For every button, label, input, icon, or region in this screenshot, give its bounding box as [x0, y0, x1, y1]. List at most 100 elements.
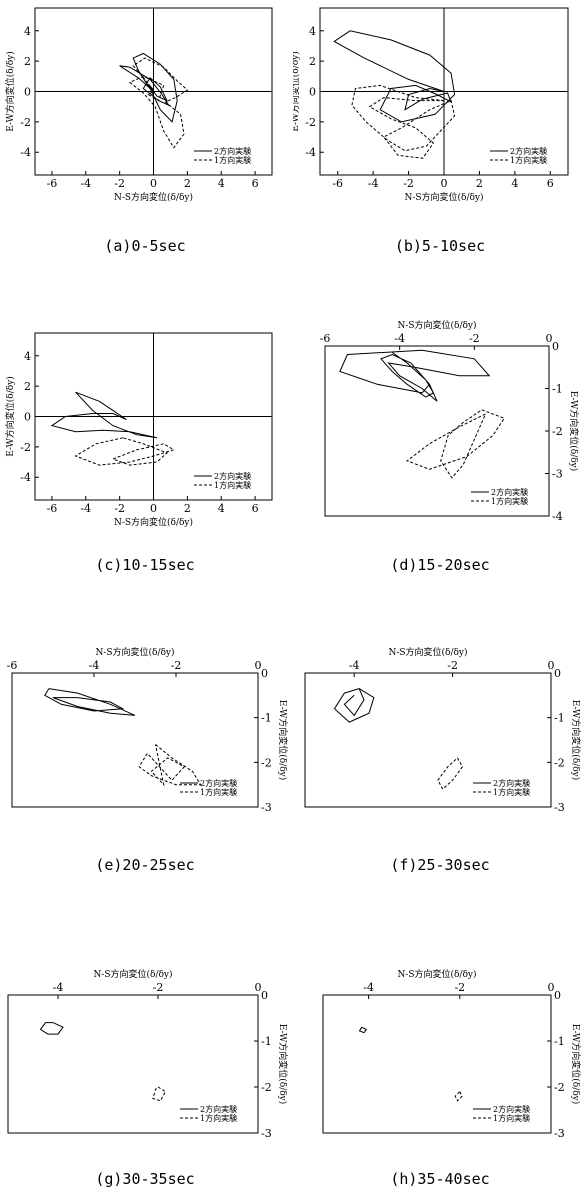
x-tick-label: -2	[447, 659, 458, 672]
series-solid-line	[333, 687, 375, 723]
y-tick-label: -4	[20, 471, 31, 484]
series-solid-line	[358, 1026, 368, 1034]
y-tick-label: -1	[261, 1035, 272, 1048]
chart-g-svg: -4 -2 00 -1 -2 -3 N-S方向変位(δ/δy) E-W方向変位(δ/δy) 2方…	[7, 968, 289, 1140]
series-solid-line	[44, 688, 136, 716]
y-tick-label: -2	[261, 1081, 272, 1094]
x-tick-label: -2	[454, 981, 465, 994]
caption-c: (c)10-15sec	[95, 556, 195, 574]
series-solid-line	[39, 1022, 64, 1035]
x-tick-label: 0	[150, 177, 157, 190]
chart-b-svg: -6 -4 -2 0 2 4 6 -4 -2 0 2 4 N-S方向変位(δ/δy) E-W方向変位(δ/…	[289, 7, 569, 203]
series-dashed-line	[351, 84, 456, 159]
y-tick-label: -3	[261, 801, 272, 814]
x-tick-label: -4	[349, 659, 360, 672]
y-tick-label: -3	[554, 1127, 565, 1140]
y-tick-label: -2	[554, 756, 565, 769]
x-tick-label: 6	[252, 502, 259, 515]
chart-a-svg: -6 -4 -2 0 2 4 6 -4 -2 0 2 4 N-S方向変位(δ/δy) E-W方向変位(δ/…	[4, 7, 273, 203]
series-dashed-line	[128, 57, 189, 149]
chart-panel-g: -4 -2 0 0 -1 -2 -3 N-S方向変位(δ/δy) E-W方向変位(δ/δy) 2方…	[0, 965, 293, 1165]
caption-d: (d)15-20sec	[390, 556, 490, 574]
series-dashed-line	[74, 437, 176, 466]
y-tick-label: 0	[24, 86, 31, 99]
chart-panel-c: -6 -4 -2 0 2 4 6 -4 -2 0 2 4 N-S方向変位(δ/δy) E-W方向変位(δ/…	[0, 325, 293, 540]
x-tick-label: -4	[89, 659, 100, 672]
chart-d-svg: -6 -4 -2 00-1-2-3-4N-S方向変位(δ/δy)E-W方向変位(δ/δ…	[320, 319, 580, 523]
plot-frame	[304, 672, 552, 808]
plot-frame	[7, 994, 259, 1134]
series-solid-line	[339, 349, 491, 402]
x-tick-label: -4	[80, 177, 91, 190]
y-axis-label: E-W方向変位(δ/δy)	[277, 1024, 289, 1105]
y-axis-label: E-W方向変位(δ/δy)	[568, 391, 580, 472]
caption-a: (a)0-5sec	[104, 237, 186, 255]
y-tick-label: 2	[24, 55, 31, 68]
legend-label: 2方向実験	[200, 778, 237, 788]
y-tick-label: 0	[309, 86, 316, 99]
x-tick-label: 4	[511, 177, 518, 190]
x-tick-label: -6	[320, 332, 331, 345]
legend-label: 2方向実験	[491, 487, 528, 497]
legend-label: 2方向実験	[214, 471, 251, 481]
plot-frame	[11, 672, 259, 808]
x-tick-label: -6	[47, 177, 58, 190]
chart-h-svg: -4 -2 00 -1 -2 -3 N-S方向変位(δ/δy) E-W方向変位(δ/δy) 2方…	[322, 968, 582, 1140]
series-solid-line	[50, 391, 158, 439]
y-tick-label: -1	[554, 1035, 565, 1048]
x-tick-label: -2	[469, 332, 480, 345]
x-tick-label: 0	[255, 981, 262, 994]
y-tick-label: -1	[552, 383, 563, 396]
plot-frame	[322, 994, 552, 1134]
x-axis-label: N-S方向変位(δ/δy)	[388, 646, 467, 658]
series-dashed-line	[406, 409, 505, 479]
y-tick-label: -2	[261, 756, 272, 769]
chart-panel-a: -6 -4 -2 0 2 4 6 -4 -2 0 2 4 N-S方向変位(δ/δy) E-W方向変位(δ/…	[0, 0, 293, 215]
series-dashed-line	[454, 1091, 463, 1102]
x-tick-label: 0	[255, 659, 262, 672]
chart-c-svg: -6 -4 -2 0 2 4 6 -4 -2 0 2 4 N-S方向変位(δ/δy) E-W方向変位(δ/…	[4, 332, 273, 528]
y-tick-label: -2	[20, 116, 31, 129]
y-tick-label: 4	[24, 350, 31, 363]
y-axis-label: E-W方向変位(δ/δy)	[570, 700, 582, 781]
y-tick-label: 4	[24, 25, 31, 38]
series-dashed-line	[138, 744, 202, 787]
y-tick-label: -2	[305, 116, 316, 129]
x-tick-label: 0	[150, 502, 157, 515]
y-tick-label: -2	[554, 1081, 565, 1094]
x-tick-label: -4	[80, 502, 91, 515]
x-tick-label: -4	[368, 177, 379, 190]
y-tick-label: 2	[24, 380, 31, 393]
y-tick-label: -3	[261, 1127, 272, 1140]
y-tick-label: -4	[552, 510, 563, 523]
chart-f-svg: -4 -2 00 -1 -2 -3 N-S方向変位(δ/δy) E-W方向変位(δ/δy) 2方…	[304, 646, 582, 814]
y-tick-label: 4	[309, 25, 316, 38]
y-tick-label: 0	[261, 989, 268, 1002]
chart-panel-h: -4 -2 0 0 -1 -2 -3 N-S方向変位(δ/δy) E-W方向変位(δ/δy) 2方…	[293, 965, 587, 1165]
chart-panel-f: -4 -2 0 0 -1 -2 -3 N-S方向変位(δ/δy) E-W方向変位(δ/δy) 2方…	[293, 645, 587, 840]
x-tick-label: 4	[218, 502, 225, 515]
x-tick-label: 0	[548, 659, 555, 672]
x-tick-label: 6	[252, 177, 259, 190]
x-tick-label: 2	[184, 502, 191, 515]
y-tick-label: -2	[20, 441, 31, 454]
chart-e-svg: -6 -4 -2 00 -1 -2 -3 N-S方向変位(δ/δy) E-W方向変位(δ/δy)…	[7, 646, 289, 814]
x-tick-label: 0	[546, 332, 553, 345]
chart-panel-e: -6 -4 -2 0 0 -1 -2 -3 N-S方向変位(δ/δy) E-W方向変位(δ/δy)…	[0, 645, 293, 840]
x-tick-label: 2	[184, 177, 191, 190]
y-tick-label: -1	[261, 712, 272, 725]
chart-panel-b: -6 -4 -2 0 2 4 6 -4 -2 0 2 4 N-S方向変位(δ/δy) E-W方向変位(δ/…	[289, 0, 587, 215]
x-tick-label: 4	[218, 177, 225, 190]
chart-panel-d: -6 -4 -2 0 0 -1 -2 -3 -4 N-S方向変位(δ/δy) E-W方向変位(δ/δ…	[293, 318, 587, 550]
y-axis-label: E-W方向変位(δ/δy)	[293, 51, 301, 132]
x-tick-label: -6	[332, 177, 343, 190]
y-tick-label: 0	[554, 989, 561, 1002]
x-tick-label: 0	[548, 981, 555, 994]
legend-label: 1方向実験	[510, 155, 547, 165]
y-tick-label: -4	[305, 146, 316, 159]
y-tick-label: -3	[554, 801, 565, 814]
x-tick-label: -6	[47, 502, 58, 515]
legend-label: 2方向実験	[200, 1104, 237, 1114]
caption-h: (h)35-40sec	[390, 1170, 490, 1188]
caption-b: (b)5-10sec	[394, 237, 486, 255]
